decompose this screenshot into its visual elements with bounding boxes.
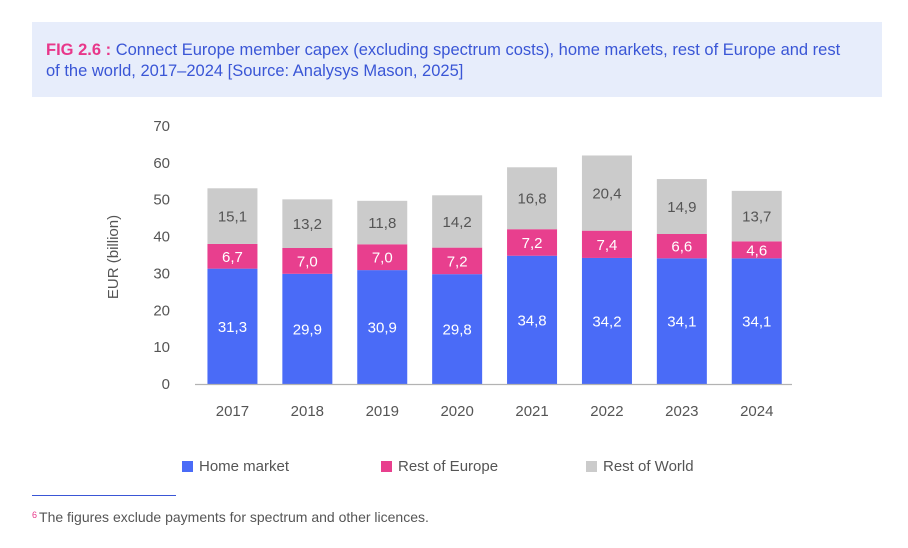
data-label: 30,9 <box>368 320 397 337</box>
y-tick-label: 10 <box>153 339 170 356</box>
bar-segment-home-market <box>282 273 333 384</box>
bar-segment-rest-of-world <box>282 199 333 248</box>
data-label: 14,9 <box>667 199 696 216</box>
y-tick-label: 50 <box>153 192 170 209</box>
bar-segment-home-market <box>507 255 558 384</box>
data-label: 16,8 <box>517 191 546 208</box>
bar-segment-home-market <box>656 258 707 384</box>
data-label: 14,2 <box>443 214 472 231</box>
y-tick-label: 60 <box>153 155 170 172</box>
x-tick-label: 2018 <box>291 403 324 420</box>
x-tick-label: 2019 <box>366 403 399 420</box>
data-label: 15,1 <box>218 209 247 226</box>
data-label: 6,6 <box>671 239 692 256</box>
legend-swatch-rest-of-europe <box>381 461 392 472</box>
legend-swatch-rest-of-world <box>586 461 597 472</box>
y-tick-label: 40 <box>153 229 170 246</box>
data-label: 34,8 <box>517 312 546 329</box>
bar-segment-rest-of-world <box>507 167 558 230</box>
y-tick-label: 30 <box>153 265 170 282</box>
figure-header: FIG 2.6 : Connect Europe member capex (e… <box>32 22 882 97</box>
bar-segment-home-market <box>357 270 408 384</box>
data-label: 29,8 <box>443 322 472 339</box>
bar-segment-rest-of-europe <box>507 229 558 256</box>
data-label: 34,1 <box>742 314 771 331</box>
data-label: 34,2 <box>592 313 621 330</box>
data-label: 13,2 <box>293 216 322 233</box>
data-label: 7,4 <box>597 237 618 254</box>
legend-label-home-market: Home market <box>199 458 290 475</box>
data-label: 6,7 <box>222 249 243 266</box>
x-tick-label: 2022 <box>590 403 623 420</box>
bar-segment-rest-of-world <box>581 155 632 231</box>
bar-segment-rest-of-world <box>357 200 408 245</box>
data-label: 13,7 <box>742 209 771 226</box>
data-label: 4,6 <box>746 242 767 259</box>
bar-segment-home-market <box>207 268 258 384</box>
data-label: 31,3 <box>218 319 247 336</box>
bar-segment-rest-of-europe <box>656 233 707 259</box>
x-tick-label: 2020 <box>440 403 473 420</box>
figure-label: FIG 2.6 : <box>46 41 112 59</box>
data-label: 7,2 <box>447 253 468 270</box>
data-label: 20,4 <box>592 186 621 203</box>
footnote: 6 The figures exclude payments for spectr… <box>32 509 429 525</box>
legend-item-home-market: Home market <box>182 458 289 475</box>
bar-segment-home-market <box>581 257 632 384</box>
y-tick-label: 20 <box>153 302 170 319</box>
x-tick-label: 2023 <box>665 403 698 420</box>
x-tick-label: 2021 <box>515 403 548 420</box>
footnote-text: The figures exclude payments for spectru… <box>39 509 429 525</box>
x-tick-label: 2017 <box>216 403 249 420</box>
data-label: 34,1 <box>667 314 696 331</box>
bar-segment-rest-of-europe <box>581 230 632 258</box>
y-tick-label: 70 <box>153 118 170 135</box>
data-label: 7,0 <box>297 253 318 270</box>
legend-swatch-home-market <box>182 461 193 472</box>
data-label: 29,9 <box>293 321 322 338</box>
legend-item-rest-of-world: Rest of World <box>586 458 694 475</box>
legend-item-rest-of-europe: Rest of Europe <box>381 458 498 475</box>
data-label: 11,8 <box>368 215 396 232</box>
bar-segment-rest-of-europe <box>207 243 258 269</box>
y-axis-title: EUR (billion) <box>105 215 122 299</box>
bar-segment-rest-of-europe <box>282 247 333 274</box>
bar-segment-rest-of-world <box>432 195 483 248</box>
bar-segment-rest-of-europe <box>432 247 483 275</box>
y-tick-label: 0 <box>162 376 170 393</box>
bar-segment-rest-of-world <box>207 188 258 244</box>
bar-segment-home-market <box>432 274 483 384</box>
bar-segment-rest-of-world <box>731 190 782 242</box>
bar-segment-rest-of-europe <box>731 241 782 259</box>
figure-title: FIG 2.6 : Connect Europe member capex (e… <box>46 40 846 82</box>
data-label: 7,0 <box>372 250 393 267</box>
footnote-marker: 6 <box>32 510 38 520</box>
legend-label-rest-of-europe: Rest of Europe <box>398 458 499 475</box>
bar-segment-rest-of-europe <box>357 244 408 271</box>
x-tick-label: 2024 <box>740 403 773 420</box>
legend-label-rest-of-world: Rest of World <box>603 458 694 475</box>
data-label: 7,2 <box>522 235 543 252</box>
bar-segment-home-market <box>731 258 782 384</box>
figure-title-text: Connect Europe member capex (excluding s… <box>46 41 841 80</box>
bar-segment-rest-of-world <box>656 179 707 234</box>
footnote-divider <box>32 495 176 496</box>
